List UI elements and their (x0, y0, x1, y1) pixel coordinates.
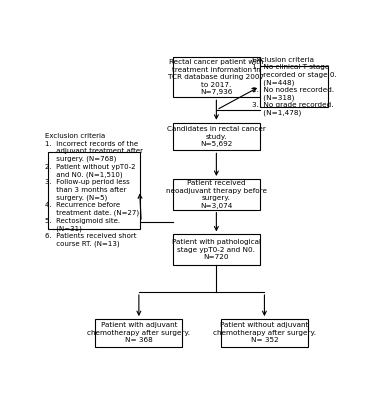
FancyBboxPatch shape (260, 66, 328, 106)
FancyBboxPatch shape (173, 123, 260, 150)
Text: Exclusion criteria
1.  Incorrect records of the
     adjuvant treatment after
  : Exclusion criteria 1. Incorrect records … (45, 134, 143, 248)
FancyBboxPatch shape (48, 152, 140, 229)
FancyBboxPatch shape (173, 234, 260, 265)
Text: Exclusion criteria
1.  No clinical T stage
     recorded or stage 0.
     (N=448: Exclusion criteria 1. No clinical T stag… (251, 56, 336, 116)
Text: Patient received
neoadjuvant therapy before
surgery.
N=3,074: Patient received neoadjuvant therapy bef… (166, 180, 267, 208)
FancyBboxPatch shape (221, 319, 308, 347)
FancyBboxPatch shape (95, 319, 182, 347)
Text: Patient without adjuvant
chemotherapy after surgery.
N= 352: Patient without adjuvant chemotherapy af… (213, 322, 316, 343)
Text: Rectal cancer patient with
treatment information in
TCR database during 2007
to : Rectal cancer patient with treatment inf… (168, 59, 265, 95)
Text: Patient with pathological
stage ypT0-2 and N0.
N=720: Patient with pathological stage ypT0-2 a… (172, 239, 261, 260)
FancyBboxPatch shape (173, 179, 260, 210)
Text: Candidates in rectal cancer
study.
N=5,692: Candidates in rectal cancer study. N=5,6… (167, 126, 266, 147)
Text: Patient with adjuvant
chemotherapy after surgery.
N= 368: Patient with adjuvant chemotherapy after… (87, 322, 190, 343)
FancyBboxPatch shape (173, 57, 260, 97)
